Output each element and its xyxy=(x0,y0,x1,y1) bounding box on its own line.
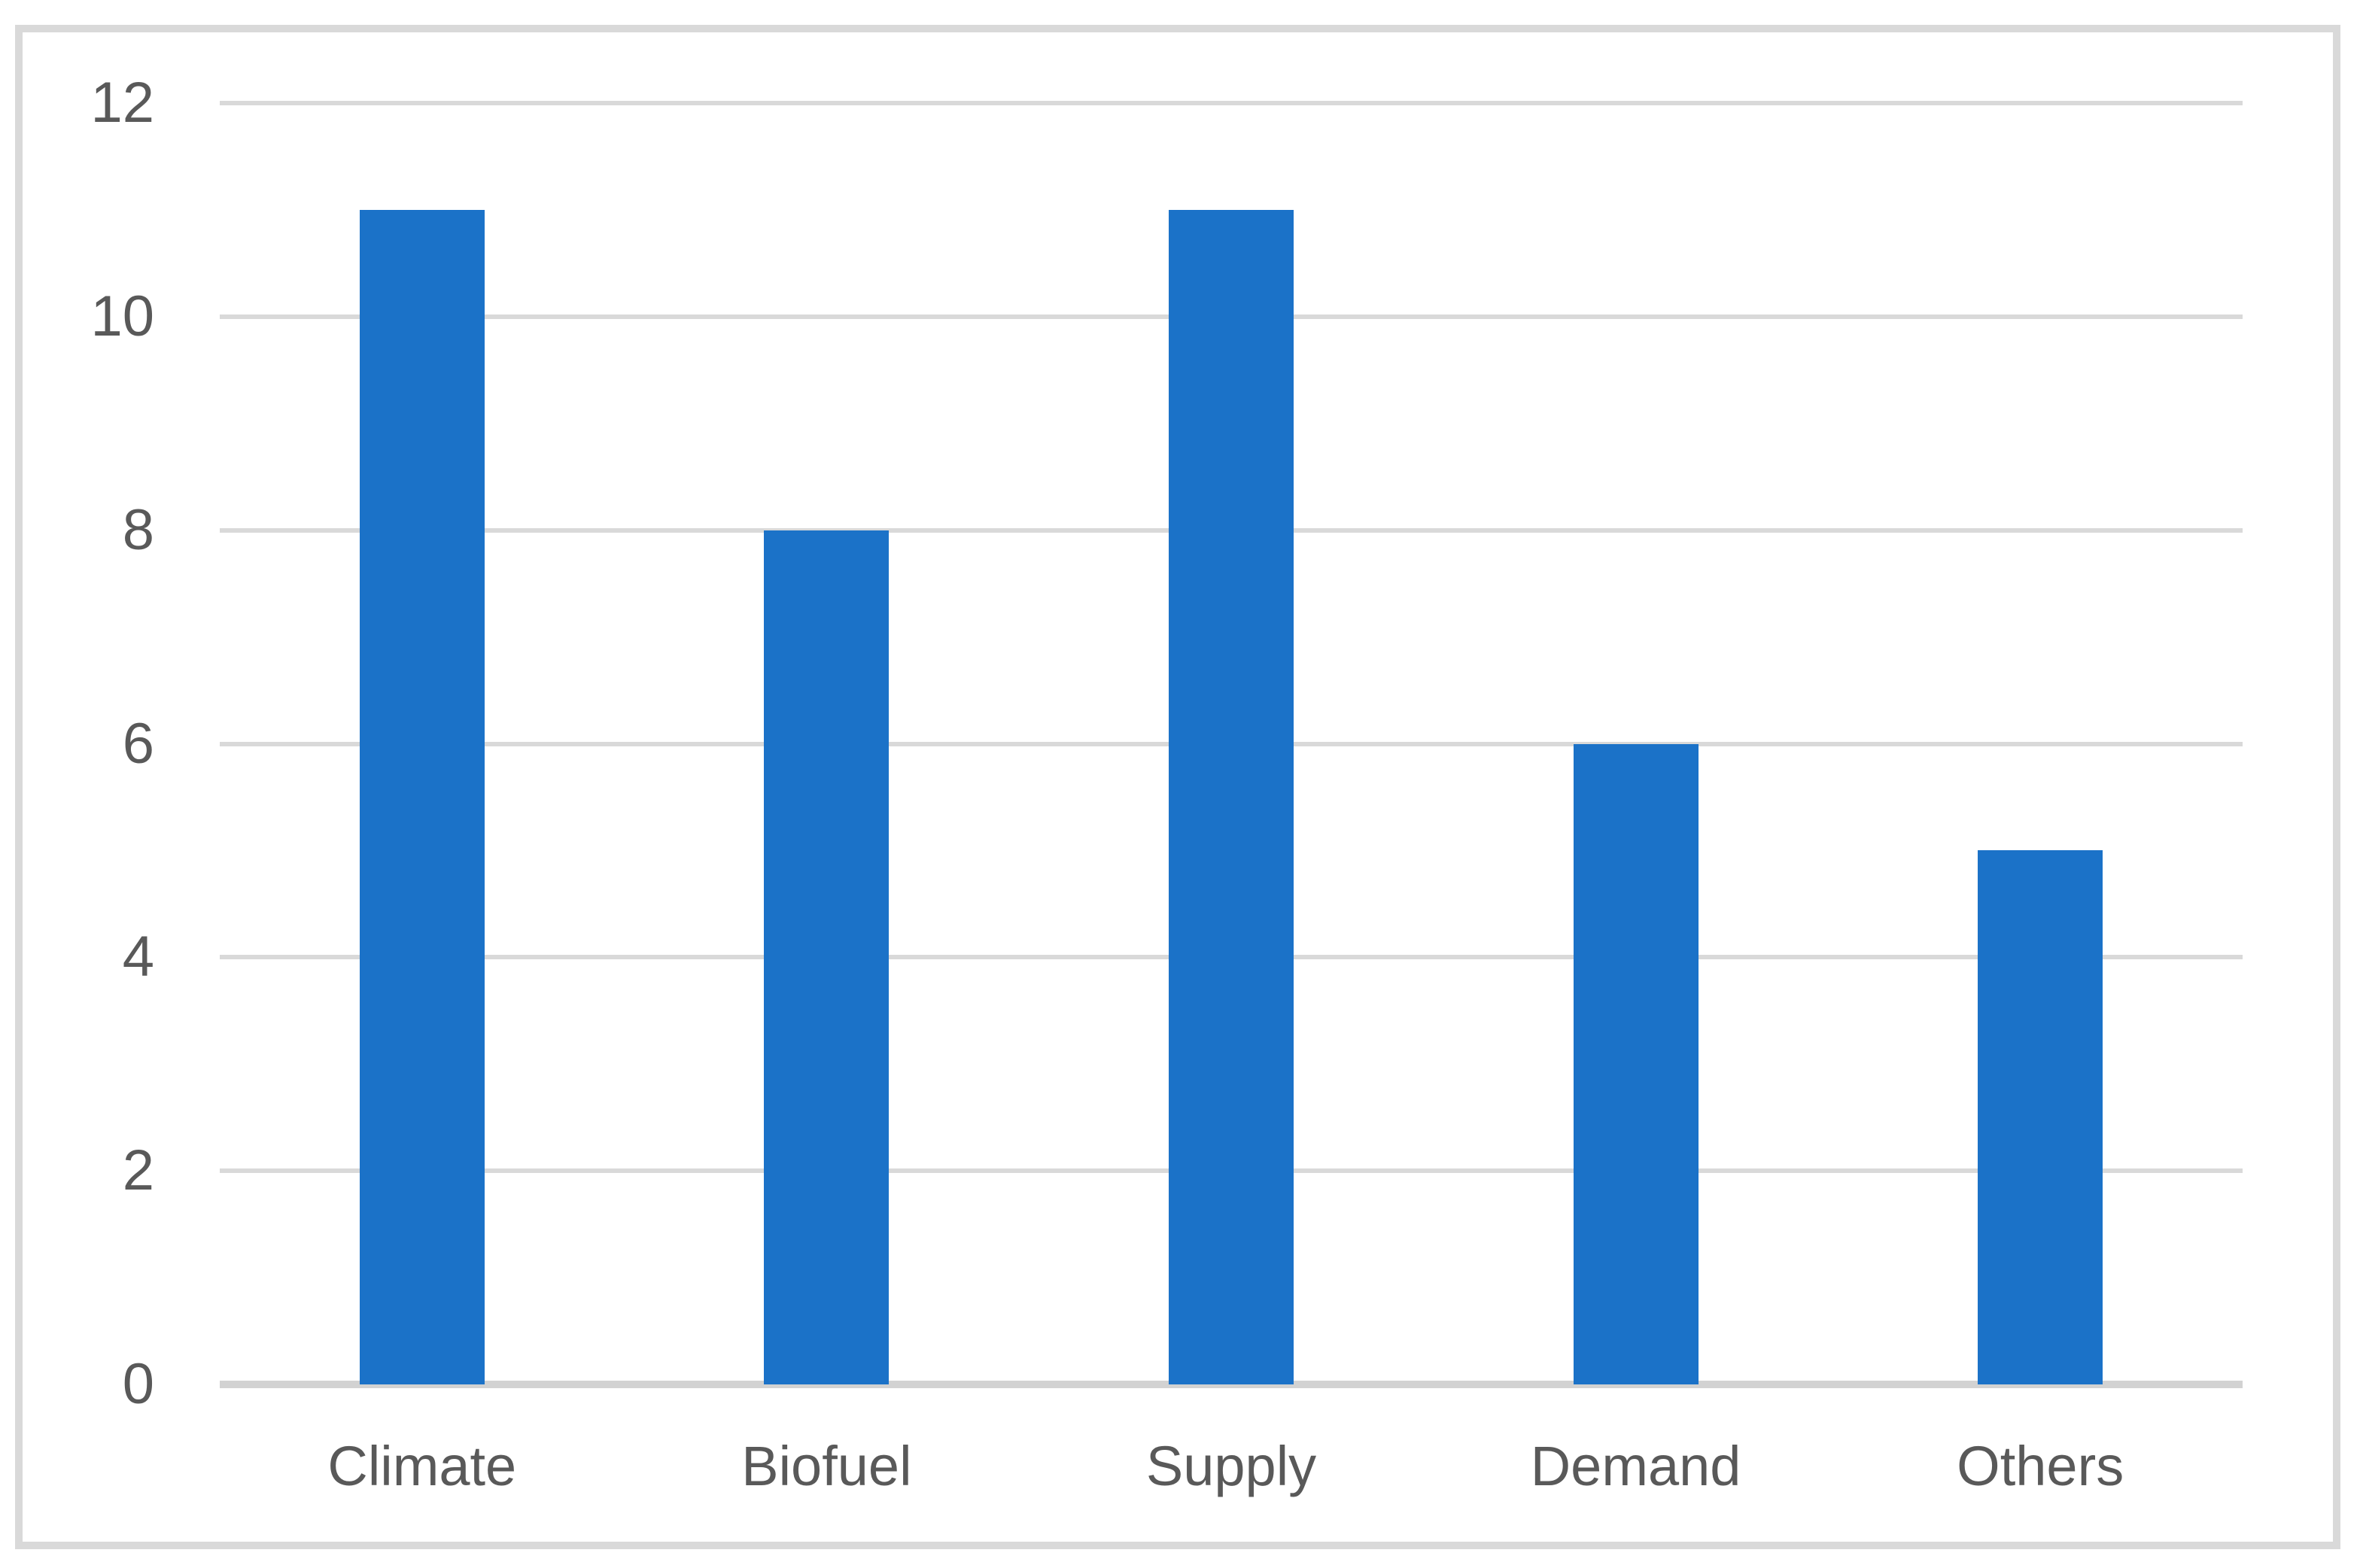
x-category-label: Supply xyxy=(1145,1435,1317,1497)
y-tick-label: 2 xyxy=(122,1138,154,1203)
y-tick-label: 10 xyxy=(90,284,154,348)
y-tick-label: 12 xyxy=(90,71,154,135)
bar-demand xyxy=(1573,743,1699,1384)
y-tick-label: 4 xyxy=(122,925,154,989)
chart-outer-border: 0 2 4 6 8 10 12 Climate Biofuel Supply Demand Other… xyxy=(15,25,2340,1549)
plot-area: 0 2 4 6 8 10 12 Climate Biofuel Supply Demand Other… xyxy=(23,32,2333,1542)
bar-climate xyxy=(359,209,485,1384)
x-category-label: Climate xyxy=(327,1435,517,1497)
gridline xyxy=(220,101,2243,105)
x-category-label: Others xyxy=(1957,1435,2124,1497)
bar-others xyxy=(1978,850,2103,1384)
x-category-label: Biofuel xyxy=(741,1435,912,1497)
y-tick-label: 0 xyxy=(122,1352,154,1416)
x-category-label: Demand xyxy=(1530,1435,1741,1497)
y-tick-label: 8 xyxy=(122,497,154,562)
bar-supply xyxy=(1169,209,1294,1384)
bar-biofuel xyxy=(764,530,890,1384)
x-axis-line xyxy=(220,1381,2243,1388)
y-tick-label: 6 xyxy=(122,711,154,776)
